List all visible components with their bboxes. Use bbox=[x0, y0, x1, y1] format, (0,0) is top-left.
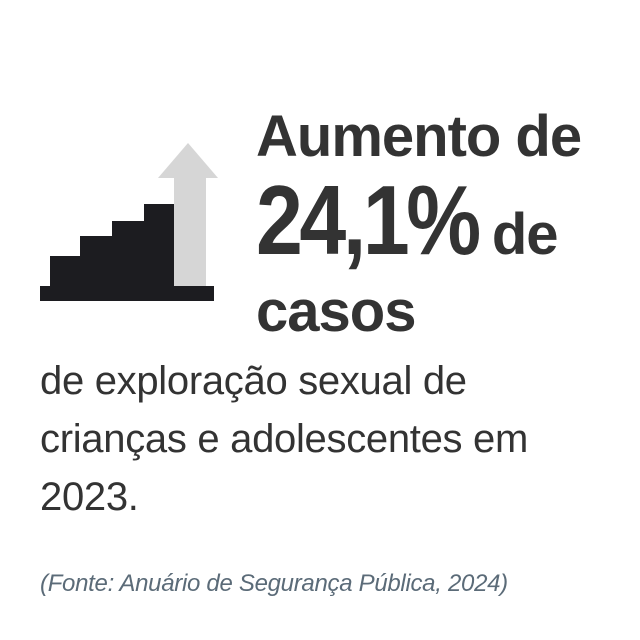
headline-line-3: casos bbox=[256, 279, 416, 344]
percentage-value: 24,1% bbox=[256, 165, 481, 275]
rising-stairs-arrow-icon bbox=[38, 140, 218, 304]
headline-line-2-suffix: de bbox=[491, 202, 559, 267]
headline-line-1: Aumento de bbox=[256, 104, 582, 169]
headline: Aumento de 24,1% de casos bbox=[256, 104, 582, 344]
body-text: de exploração sexual de crianças e adole… bbox=[40, 359, 529, 519]
headline-line-2: 24,1% de bbox=[256, 165, 581, 298]
source-citation: (Fonte: Anuário de Segurança Pública, 20… bbox=[40, 570, 508, 597]
